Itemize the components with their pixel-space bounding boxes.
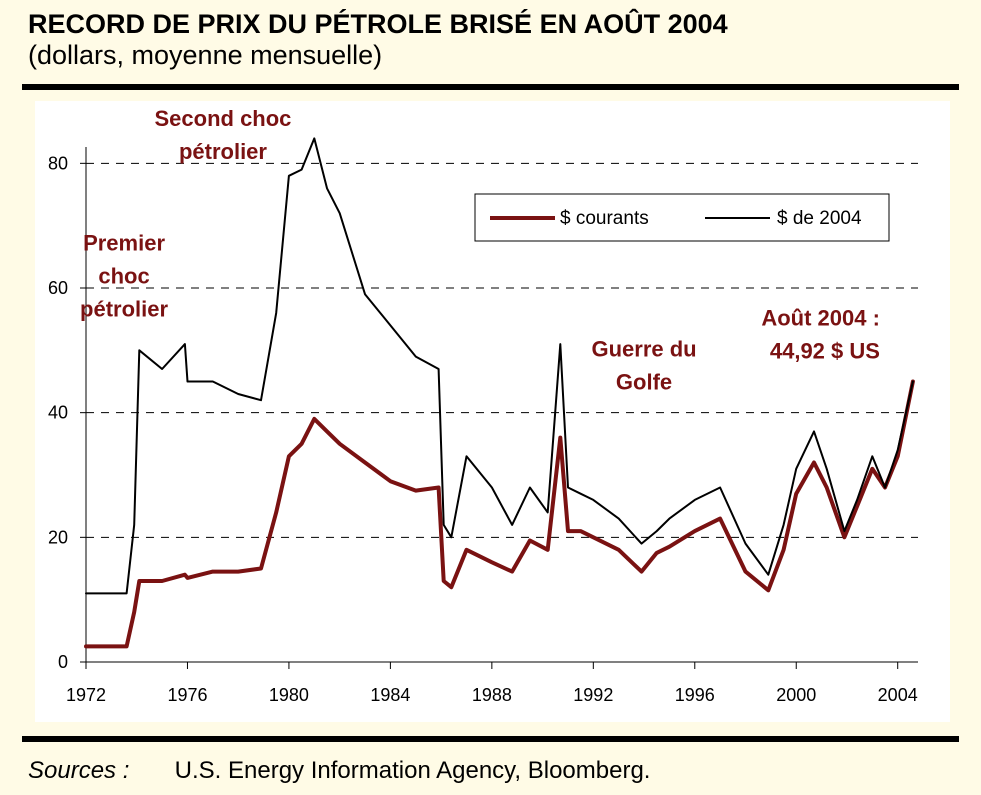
chart-subtitle: (dollars, moyenne mensuelle) (28, 39, 383, 70)
sources-footer: Sources : U.S. Energy Information Agency… (28, 757, 650, 785)
bottom-divider (22, 736, 959, 742)
chart-title: RECORD DE PRIX DU PÉTROLE BRISÉ EN AOÛT … (28, 9, 728, 39)
chart-panel (35, 101, 950, 722)
top-divider (22, 84, 959, 90)
sources-text: U.S. Energy Information Agency, Bloomber… (174, 757, 651, 784)
sources-label: Sources : (28, 757, 130, 784)
chart-header: RECORD DE PRIX DU PÉTROLE BRISÉ EN AOÛT … (28, 9, 953, 71)
